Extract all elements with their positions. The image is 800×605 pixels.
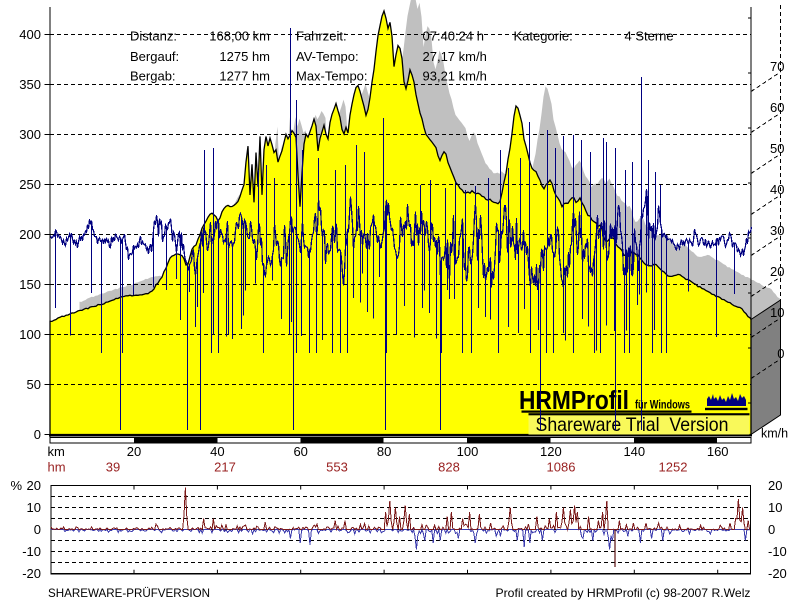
svg-text:160: 160 [707, 444, 729, 459]
svg-text:250: 250 [19, 177, 41, 192]
svg-text:50: 50 [27, 377, 41, 392]
svg-text:100: 100 [19, 327, 41, 342]
svg-text:30: 30 [770, 223, 784, 238]
svg-text:400: 400 [19, 27, 41, 42]
svg-text:300: 300 [19, 127, 41, 142]
svg-text:Profil created by HRMProfil (c: Profil created by HRMProfil (c) 98-2007 … [496, 586, 751, 600]
svg-text:%: % [10, 478, 22, 493]
svg-text:50: 50 [770, 141, 784, 156]
svg-text:120: 120 [540, 444, 562, 459]
svg-text:für Windows: für Windows [635, 400, 690, 412]
svg-text:40: 40 [210, 444, 224, 459]
svg-text:-20: -20 [22, 566, 41, 581]
svg-text:60: 60 [293, 444, 307, 459]
svg-text:0: 0 [768, 522, 775, 537]
svg-text:Kategorie:: Kategorie: [514, 29, 573, 44]
svg-text:0: 0 [34, 522, 41, 537]
svg-text:0: 0 [34, 427, 41, 442]
svg-text:200: 200 [19, 227, 41, 242]
svg-text:39: 39 [106, 460, 120, 475]
svg-text:Bergauf:: Bergauf: [130, 49, 179, 64]
svg-text:828: 828 [438, 460, 460, 475]
svg-text:10: 10 [768, 500, 782, 515]
svg-text:1277 hm: 1277 hm [219, 69, 270, 84]
svg-text:40: 40 [770, 182, 784, 197]
svg-text:20: 20 [770, 264, 784, 279]
svg-text:80: 80 [377, 444, 391, 459]
svg-text:1252: 1252 [659, 460, 688, 475]
svg-text:140: 140 [623, 444, 645, 459]
svg-text:0: 0 [777, 346, 784, 361]
svg-text:Fahrzeit:: Fahrzeit: [296, 29, 347, 44]
svg-text:1275 hm: 1275 hm [219, 49, 270, 64]
svg-text:27,17 km/h: 27,17 km/h [423, 49, 487, 64]
svg-text:-20: -20 [768, 566, 787, 581]
svg-text:4 Sterne: 4 Sterne [625, 29, 674, 44]
svg-text:Bergab:: Bergab: [130, 69, 176, 84]
svg-text:HRMProfil: HRMProfil [519, 387, 629, 415]
svg-text:150: 150 [19, 277, 41, 292]
svg-text:07:40:24 h: 07:40:24 h [423, 29, 484, 44]
svg-text:1086: 1086 [547, 460, 576, 475]
svg-text:Max-Tempo:: Max-Tempo: [296, 69, 368, 84]
svg-text:100: 100 [457, 444, 479, 459]
svg-text:20: 20 [127, 444, 141, 459]
svg-text:350: 350 [19, 77, 41, 92]
svg-text:-10: -10 [768, 544, 787, 559]
svg-text:60: 60 [770, 100, 784, 115]
svg-text:-10: -10 [22, 544, 41, 559]
svg-text:Distanz:: Distanz: [130, 29, 177, 44]
svg-text:553: 553 [326, 460, 348, 475]
svg-text:10: 10 [770, 305, 784, 320]
svg-text:20: 20 [27, 478, 41, 493]
svg-text:217: 217 [214, 460, 236, 475]
svg-text:km/h: km/h [761, 427, 788, 441]
svg-text:AV-Tempo:: AV-Tempo: [296, 49, 359, 64]
svg-text:km: km [48, 444, 65, 459]
svg-text:SHAREWARE-PRÜFVERSION: SHAREWARE-PRÜFVERSION [48, 586, 210, 600]
svg-text:10: 10 [27, 500, 41, 515]
svg-text:93,21 km/h: 93,21 km/h [423, 69, 487, 84]
svg-text:20: 20 [768, 478, 782, 493]
svg-text:70: 70 [770, 59, 784, 74]
svg-text:Shareware Trial Version: Shareware Trial Version [536, 414, 729, 436]
svg-text:hm: hm [48, 460, 66, 475]
svg-text:168,00 km: 168,00 km [209, 29, 270, 44]
